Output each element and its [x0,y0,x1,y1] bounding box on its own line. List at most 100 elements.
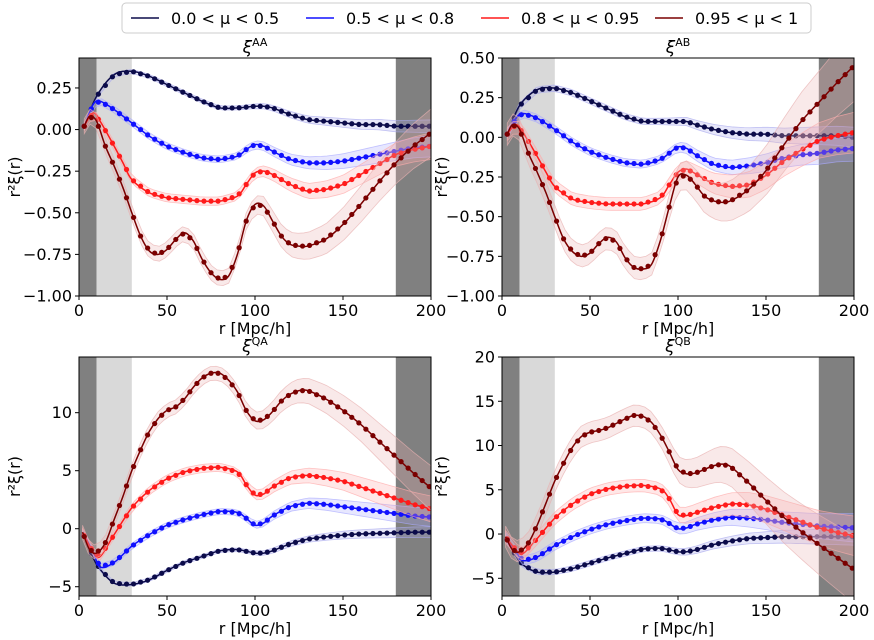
data-point [645,263,651,269]
data-point [842,524,848,530]
data-point [377,490,383,496]
data-point [539,86,546,92]
data-point [102,571,108,578]
data-point [412,146,418,152]
data-point [88,114,94,121]
data-point [356,172,362,179]
data-point [130,542,137,548]
data-point [173,472,179,478]
data-point [229,195,235,201]
data-point [257,521,263,527]
data-point [737,183,743,189]
series [81,98,431,170]
data-point [610,422,616,428]
data-point [123,195,130,201]
data-point [779,512,785,519]
data-point [194,96,200,102]
data-point [729,514,736,520]
data-point [391,495,397,501]
data-point [271,547,277,553]
data-point [215,156,221,162]
y-tick-label: 10 [475,436,495,455]
data-point [624,160,630,166]
data-point [187,515,193,521]
data-point [694,521,700,527]
data-point [278,479,284,485]
data-point [779,519,785,525]
series-line [504,516,854,562]
data-point [568,195,574,201]
data-point [638,201,644,207]
data-point [694,153,700,159]
data-point [518,547,524,553]
data-point [617,245,623,251]
panel-title: ξAB [665,36,691,58]
data-point [596,152,602,158]
data-point [610,237,616,243]
data-point [236,392,242,399]
data-point [666,150,672,156]
data-point [250,521,256,527]
data-point [321,160,327,166]
data-point [835,79,841,85]
x-tick-label: 50 [580,601,600,620]
data-point [539,163,546,169]
data-point [744,131,750,137]
data-point [257,550,263,556]
data-point [264,413,270,420]
data-point [659,545,665,552]
data-point [786,518,792,525]
data-point [828,534,834,540]
data-point [314,473,320,480]
data-point [737,501,743,507]
data-point [779,145,785,151]
data-point [624,114,630,120]
data-point [525,556,532,562]
data-point [412,142,418,148]
data-point [539,509,546,515]
data-point [708,160,715,166]
data-point [208,156,214,162]
data-point [102,101,108,107]
data-point [765,165,771,171]
data-point [553,514,560,520]
y-tick-label: −1.00 [23,287,72,306]
data-point [842,146,848,152]
data-point [215,104,221,110]
data-point [800,133,806,139]
data-point [278,152,284,158]
data-point [363,154,369,160]
data-point [257,202,263,209]
x-axis-label: r [Mpc/h] [642,319,714,338]
data-point [828,134,834,140]
data-point [257,491,263,497]
error-band [505,478,854,561]
data-point [645,515,651,521]
data-point [673,172,679,178]
data-point [363,507,369,513]
data-point [687,470,693,477]
y-tick-label: −0.25 [446,168,495,187]
data-point [398,459,404,465]
data-point [807,133,813,139]
data-point [652,158,658,164]
data-point [849,565,854,571]
data-point [159,525,165,531]
x-axis-label: r [Mpc/h] [219,619,291,638]
data-point [419,513,425,520]
data-point [250,172,256,178]
data-point [561,567,567,573]
data-point [546,491,553,497]
data-point [582,146,588,152]
data-point [532,554,539,561]
data-point [807,522,813,528]
data-point [772,506,778,512]
data-point [751,181,757,187]
data-point [159,193,165,199]
data-point [285,541,292,548]
data-point [561,87,567,94]
data-point [166,82,172,89]
data-point [257,417,263,423]
data-point [145,245,151,251]
legend-entry: 0.0 < μ < 0.5 [131,9,279,28]
